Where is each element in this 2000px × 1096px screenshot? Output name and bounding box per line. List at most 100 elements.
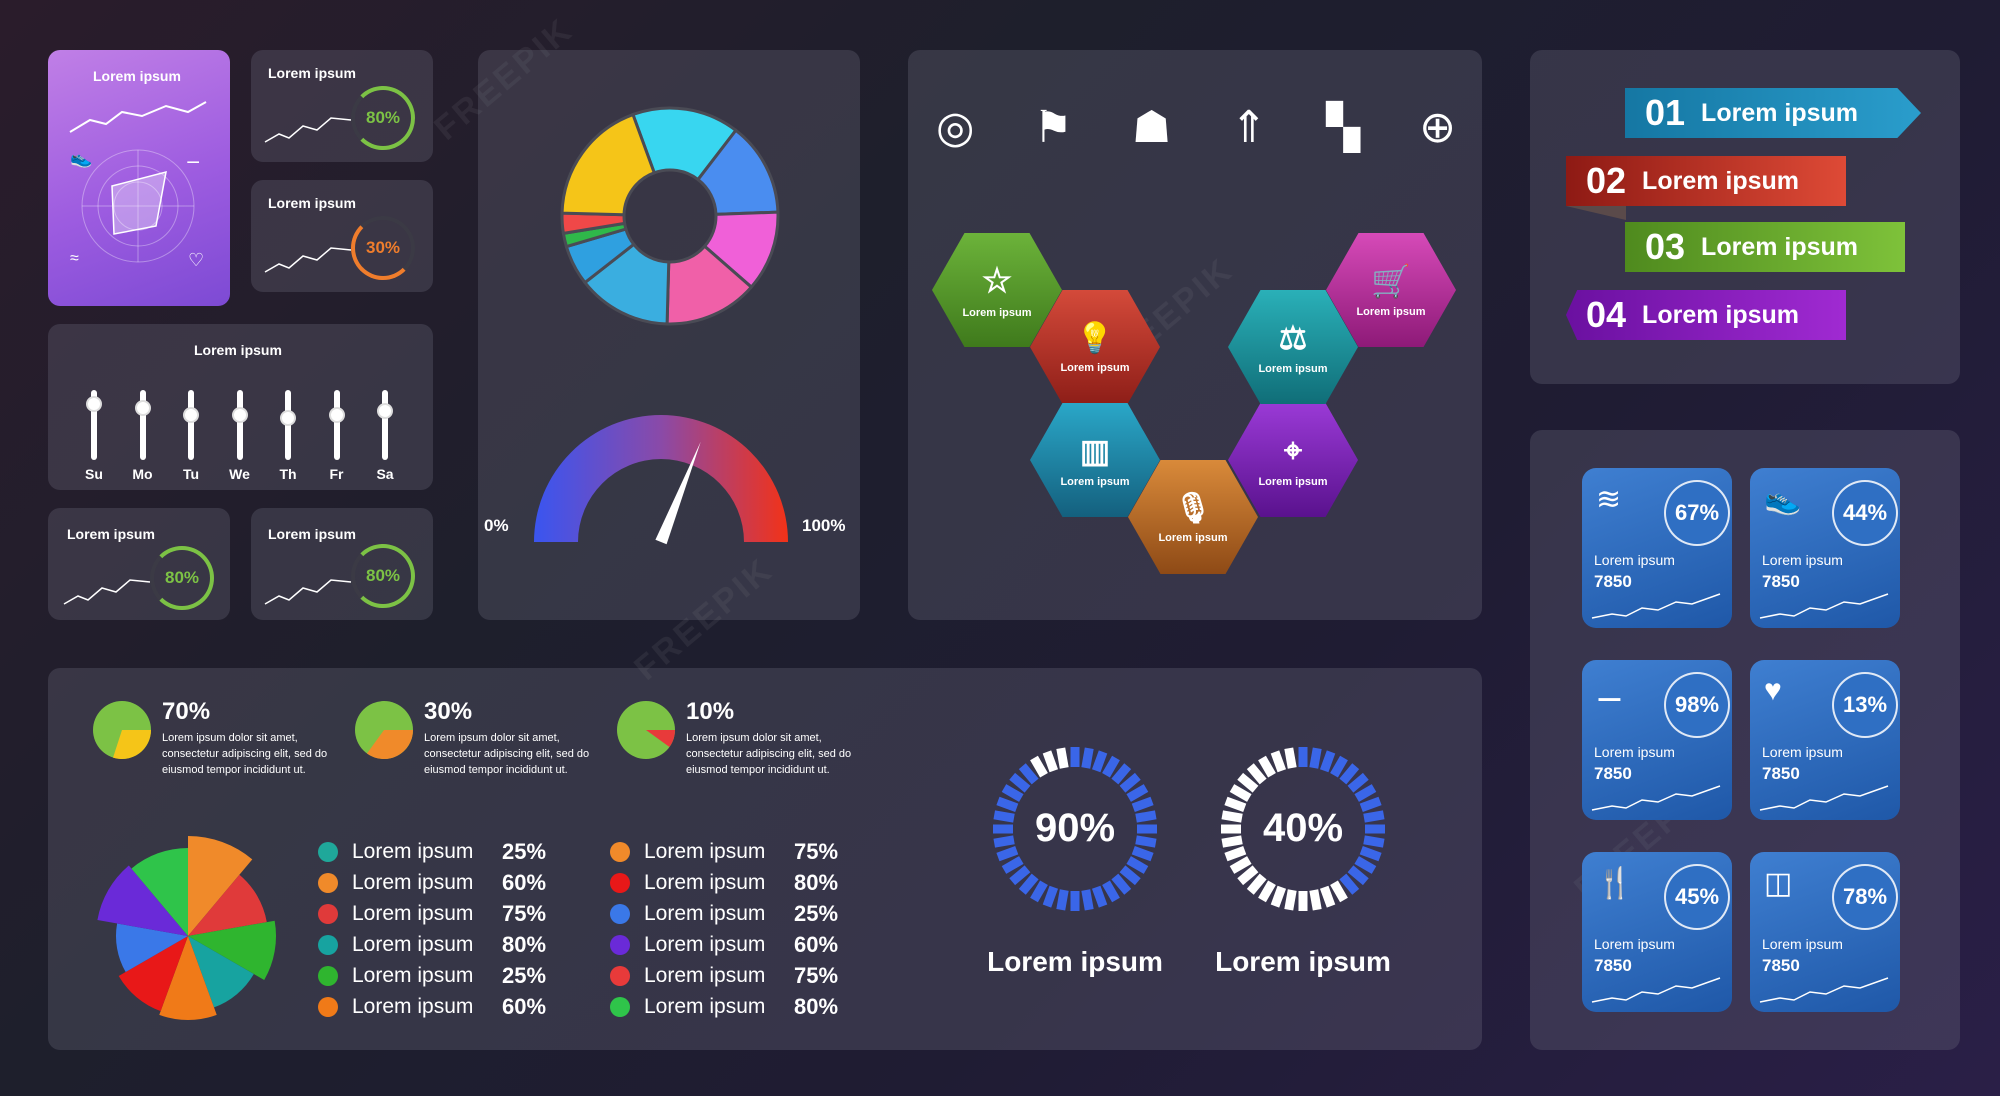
- legend-item: Lorem ipsum 60%: [610, 929, 838, 960]
- mini-pie: [93, 701, 151, 759]
- ring-segment: [1347, 865, 1369, 886]
- ring-segment: [1363, 835, 1385, 848]
- hexagon-label: Lorem ipsum: [962, 307, 1032, 319]
- legend-item: Lorem ipsum 75%: [318, 898, 546, 929]
- fitness-card[interactable]: ⚊ 98% Lorem ipsum 7850: [1582, 660, 1732, 820]
- slider-track[interactable]: [188, 390, 194, 460]
- ring-segment: [1221, 810, 1243, 823]
- legend-dot: [610, 996, 630, 1017]
- ribbon-number: 02: [1586, 160, 1627, 201]
- legend-dot: [610, 903, 630, 924]
- ribbon-item-4[interactable]: 04 Lorem ipsum: [1566, 290, 1846, 340]
- pie-stat-text: Lorem ipsum dolor sit amet, consectetur …: [686, 732, 852, 776]
- bar-chart-icon: ▥: [1079, 433, 1111, 469]
- legend-item: Lorem ipsum 60%: [318, 991, 546, 1022]
- fitness-trend: [1759, 593, 1889, 619]
- slider-track[interactable]: [91, 390, 97, 460]
- fitness-card[interactable]: ◫ 78% Lorem ipsum 7850: [1750, 852, 1900, 1012]
- legend-value: 25%: [502, 838, 547, 864]
- ring-value: 30%: [365, 238, 401, 257]
- pie-stat-text: Lorem ipsum dolor sit amet, consectetur …: [162, 732, 328, 776]
- slider-knob[interactable]: [134, 399, 151, 416]
- ribbon-item-3[interactable]: 03 Lorem ipsum: [1625, 222, 1905, 272]
- ring-segment: [1081, 747, 1094, 769]
- progress-ring: 80%: [351, 86, 415, 150]
- gauge-needle: [655, 441, 701, 545]
- mini-pie: [355, 701, 413, 759]
- slider-knob[interactable]: [231, 406, 248, 423]
- fitness-card[interactable]: 🍴 45% Lorem ipsum 7850: [1582, 852, 1732, 1012]
- slider-track[interactable]: [236, 390, 243, 460]
- fitness-trend: [1591, 785, 1721, 811]
- slider-track[interactable]: [382, 390, 388, 460]
- ring-segment: [993, 810, 1015, 823]
- slider-knob[interactable]: [328, 406, 345, 423]
- fitness-label: Lorem ipsum: [1762, 936, 1843, 952]
- legend-value: 80%: [794, 993, 839, 1019]
- legend-dot: [318, 965, 338, 986]
- slider-track[interactable]: [333, 390, 340, 460]
- slider-knob[interactable]: [377, 403, 393, 419]
- target-icon: ◎: [936, 103, 975, 152]
- legend-label: Lorem ipsum: [644, 870, 766, 894]
- hexagon-label: Lorem ipsum: [1158, 531, 1228, 544]
- slider-knob[interactable]: [86, 396, 102, 412]
- ring-label: Lorem ipsum: [1215, 946, 1391, 977]
- ring-label: Lorem ipsum: [987, 946, 1163, 977]
- ring-segment: [1229, 784, 1252, 802]
- icons-hexagon-panel: ◎ ⚑ ☗ ⇑ ▚ ⊕ ☆ Lorem ipsum 💡 Lorem ipsum ▥ L…: [908, 50, 1482, 620]
- ring-segment: [1081, 889, 1094, 911]
- rocket-icon: ⇑: [1230, 103, 1268, 152]
- location-pin-icon: ⌖: [1283, 432, 1303, 468]
- fitness-pct: 67%: [1664, 480, 1730, 546]
- ring-segment: [1270, 750, 1287, 773]
- fitness-label: Lorem ipsum: [1762, 744, 1843, 760]
- legend-value: 75%: [794, 838, 839, 864]
- ribbon-item-1[interactable]: 01 Lorem ipsum: [1625, 88, 1921, 138]
- fitness-pct: 45%: [1664, 864, 1730, 930]
- swimmer-icon: ≋: [1596, 483, 1622, 516]
- ribbon-number: 01: [1645, 92, 1686, 133]
- fitness-card[interactable]: ≋ 67% Lorem ipsum 7850: [1582, 468, 1732, 628]
- fitness-card[interactable]: 👟 44% Lorem ipsum 7850: [1750, 468, 1900, 628]
- fitness-value: 7850: [1762, 764, 1800, 783]
- balance-scale-icon: ⚖: [1278, 320, 1308, 356]
- slider-knob[interactable]: [183, 406, 199, 423]
- slider-knob[interactable]: [280, 410, 296, 426]
- fork-knife-icon: 🍴: [1596, 867, 1634, 900]
- hexagon-label: Lorem ipsum: [1258, 363, 1328, 375]
- rose-slice: [188, 936, 254, 1008]
- ring-segment: [1309, 889, 1322, 911]
- sneaker-icon: 👟: [70, 148, 93, 168]
- shopping-cart-icon: 🛒: [1371, 263, 1411, 299]
- ribbon-item-2[interactable]: 02 Lorem ipsum: [1566, 156, 1846, 206]
- ring-segment: [1018, 873, 1039, 895]
- rose-chart: [97, 836, 276, 1020]
- progress-ring: 80%: [351, 544, 415, 608]
- ring-segment: [1363, 810, 1385, 823]
- lightbulb-icon: 💡: [1076, 321, 1114, 355]
- fitness-trend: [1591, 593, 1721, 619]
- ring-segment: [1119, 865, 1141, 886]
- ring-segment: [1309, 747, 1322, 769]
- dumbbell-icon: ⚊: [186, 150, 201, 167]
- globe-icon: ⊕: [1419, 103, 1456, 152]
- progress-ring: 30%: [351, 216, 415, 280]
- legend-dot: [318, 996, 338, 1017]
- ring-value: 80%: [164, 568, 200, 587]
- ring-segment: [1347, 772, 1369, 793]
- mini-card: Lorem ipsum 80%: [48, 508, 230, 620]
- slider-day-label: We: [229, 466, 250, 482]
- glass-icon: ◫: [1764, 867, 1793, 900]
- fitness-value: 7850: [1594, 572, 1632, 591]
- ring-segment: [1330, 755, 1348, 778]
- mini-trend: [264, 579, 352, 605]
- fitness-card[interactable]: ♥ 13% Lorem ipsum 7850: [1750, 660, 1900, 820]
- slider-track[interactable]: [139, 390, 146, 460]
- card-title: Lorem ipsum: [93, 68, 181, 84]
- progress-ring-large: [1221, 747, 1385, 911]
- ring-segment: [1339, 763, 1360, 785]
- legend-value: 60%: [502, 993, 547, 1019]
- rose-slice: [159, 936, 217, 1020]
- fitness-value: 7850: [1594, 764, 1632, 783]
